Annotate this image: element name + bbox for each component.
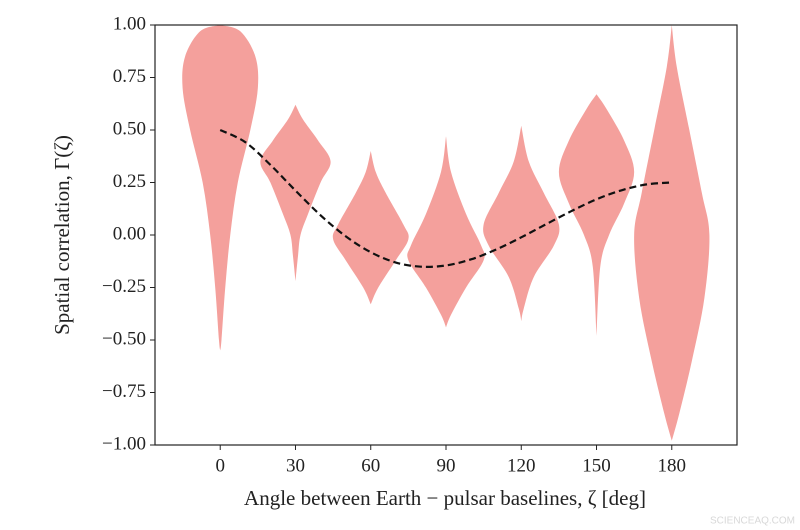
x-tick-label: 0: [215, 455, 225, 476]
watermark: SCIENCEAQ.COM: [710, 516, 795, 527]
violin: [182, 25, 259, 351]
x-tick-label: 180: [658, 455, 687, 476]
x-axis-label: Angle between Earth − pulsar baselines, …: [244, 486, 646, 510]
y-tick-label: −1.00: [102, 433, 146, 454]
violins: [182, 25, 710, 441]
violin: [260, 104, 331, 282]
x-tick-label: 90: [437, 455, 456, 476]
x-tick-label: 30: [286, 455, 305, 476]
violin: [558, 94, 635, 336]
y-tick-label: −0.50: [102, 328, 146, 349]
x-tick-label: 120: [507, 455, 536, 476]
y-tick-label: −0.75: [102, 381, 146, 402]
violin: [483, 125, 560, 322]
y-tick-label: 1.00: [113, 13, 146, 34]
violin: [332, 151, 409, 305]
y-axis-label: Spatial correlation, Γ(ζ): [50, 135, 74, 335]
y-tick-label: −0.25: [102, 276, 146, 297]
violin: [634, 25, 710, 441]
violin: [407, 136, 485, 328]
y-tick-label: 0.75: [113, 66, 146, 87]
x-tick-label: 60: [361, 455, 380, 476]
y-tick-label: 0.00: [113, 223, 146, 244]
x-tick-label: 150: [582, 455, 611, 476]
y-tick-label: 0.50: [113, 118, 146, 139]
y-tick-label: 0.25: [113, 171, 146, 192]
